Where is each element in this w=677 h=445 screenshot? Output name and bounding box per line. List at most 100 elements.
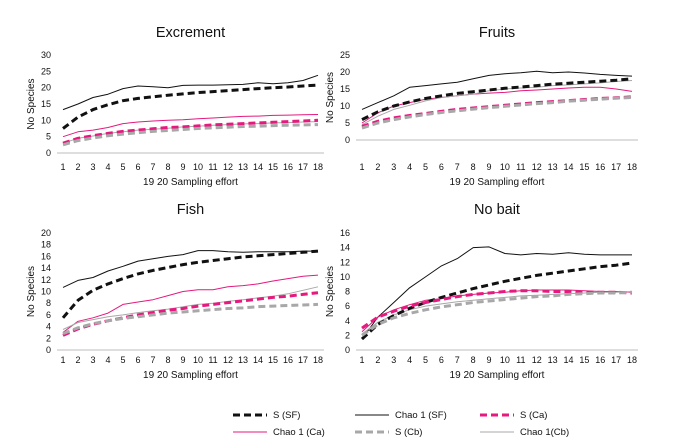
series-line-s-cb	[361, 96, 633, 130]
y-tick-label: 14	[41, 263, 51, 273]
x-tick-label: 1	[60, 162, 65, 172]
x-tick-label: 16	[283, 162, 293, 172]
series-line-chao-1-cb	[361, 80, 633, 126]
x-tick-label: 18	[627, 355, 637, 365]
x-tick-label: 14	[563, 162, 573, 172]
x-tick-label: 16	[595, 162, 605, 172]
x-tick-label: 1	[60, 355, 65, 365]
legend-label: Chao 1 (Ca)	[273, 427, 325, 438]
x-tick-label: 1	[359, 355, 364, 365]
x-tick-label: 11	[208, 355, 217, 365]
y-tick-label: 10	[340, 272, 350, 282]
legend-label: Chao 1 (SF)	[395, 410, 447, 421]
x-tick-label: 15	[268, 355, 278, 365]
x-tick-label: 16	[283, 355, 293, 365]
panel-title: Fish	[177, 202, 204, 218]
y-tick-label: 12	[340, 257, 350, 267]
x-tick-label: 14	[253, 355, 263, 365]
y-tick-label: 20	[41, 83, 51, 93]
x-tick-label: 17	[611, 355, 621, 365]
x-tick-label: 4	[105, 355, 110, 365]
y-tick-label: 14	[340, 243, 350, 253]
y-axis-label: No Species	[26, 78, 37, 129]
series-line-chao-1-sf	[361, 70, 633, 110]
x-tick-label: 3	[391, 162, 396, 172]
y-tick-label: 8	[46, 298, 51, 308]
x-tick-label: 13	[238, 162, 248, 172]
x-tick-label: 2	[75, 162, 80, 172]
x-tick-label: 13	[548, 162, 558, 172]
x-tick-label: 6	[135, 162, 140, 172]
x-axis-label: 19 20 Sampling effort	[450, 177, 545, 188]
x-tick-label: 7	[150, 162, 155, 172]
x-tick-label: 12	[532, 162, 542, 172]
x-tick-label: 12	[532, 355, 542, 365]
x-tick-label: 10	[193, 355, 203, 365]
y-tick-label: 5	[345, 118, 350, 128]
x-tick-label: 18	[313, 162, 323, 172]
y-tick-label: 25	[41, 66, 51, 76]
series-line-chao-1-sf	[361, 246, 632, 340]
x-tick-label: 3	[90, 162, 95, 172]
x-tick-label: 13	[548, 355, 558, 365]
y-tick-label: 5	[46, 132, 51, 142]
x-tick-label: 14	[253, 162, 263, 172]
x-axis-label: 19 20 Sampling effort	[143, 370, 238, 381]
x-tick-label: 17	[298, 162, 308, 172]
x-tick-label: 7	[455, 162, 460, 172]
x-tick-label: 11	[516, 355, 525, 365]
chart-legend: S (SF) Chao 1 (SF) S (Ca) Chao 1 (Ca) S (Cb)…	[233, 410, 569, 438]
series-line-chao-1-ca	[62, 274, 319, 333]
legend-label: Chao 1(Cb)	[520, 427, 569, 438]
x-tick-label: 9	[487, 355, 492, 365]
series-line-s-sf	[61, 249, 319, 319]
series-line-s-cb	[62, 302, 319, 335]
x-axis-label: 19 20 Sampling effort	[143, 177, 238, 188]
y-tick-label: 16	[340, 228, 350, 238]
y-tick-label: 15	[340, 84, 350, 94]
series-line-s-ca	[62, 118, 319, 145]
legend-label: S (SF)	[273, 410, 300, 421]
y-tick-label: 10	[340, 101, 350, 111]
x-tick-label: 12	[223, 162, 233, 172]
x-tick-label: 15	[579, 355, 589, 365]
x-tick-label: 2	[75, 355, 80, 365]
x-tick-label: 2	[375, 162, 380, 172]
y-tick-label: 2	[345, 330, 350, 340]
x-tick-label: 8	[471, 355, 476, 365]
x-tick-label: 8	[471, 162, 476, 172]
x-tick-label: 4	[407, 355, 412, 365]
y-tick-label: 20	[41, 228, 51, 238]
series-line-s-sf	[360, 261, 633, 341]
y-tick-label: 6	[345, 301, 350, 311]
y-tick-label: 4	[46, 322, 51, 332]
x-tick-label: 17	[611, 162, 621, 172]
x-tick-label: 7	[455, 355, 460, 365]
x-tick-label: 7	[150, 355, 155, 365]
x-tick-label: 12	[223, 355, 233, 365]
x-tick-label: 18	[627, 162, 637, 172]
series-line-chao-1-sf	[62, 250, 318, 288]
legend-label: S (Ca)	[520, 410, 547, 421]
legend-label: S (Cb)	[395, 427, 422, 438]
x-tick-label: 11	[516, 162, 525, 172]
y-tick-label: 8	[345, 287, 350, 297]
x-tick-label: 4	[407, 162, 412, 172]
x-tick-label: 10	[500, 355, 510, 365]
y-tick-label: 25	[340, 50, 350, 60]
x-tick-label: 5	[423, 355, 428, 365]
series-line-chao-1-ca	[62, 114, 319, 138]
x-tick-label: 17	[298, 355, 308, 365]
y-tick-label: 2	[46, 333, 51, 343]
y-tick-label: 10	[41, 287, 51, 297]
x-tick-label: 13	[238, 355, 248, 365]
series-line-s-ca	[361, 289, 633, 330]
series-line-s-cb	[62, 123, 319, 147]
y-tick-label: 6	[46, 310, 51, 320]
x-tick-label: 5	[120, 355, 125, 365]
series-line-chao-1-cb	[62, 286, 319, 330]
x-tick-label: 15	[579, 162, 589, 172]
x-tick-label: 1	[359, 162, 364, 172]
